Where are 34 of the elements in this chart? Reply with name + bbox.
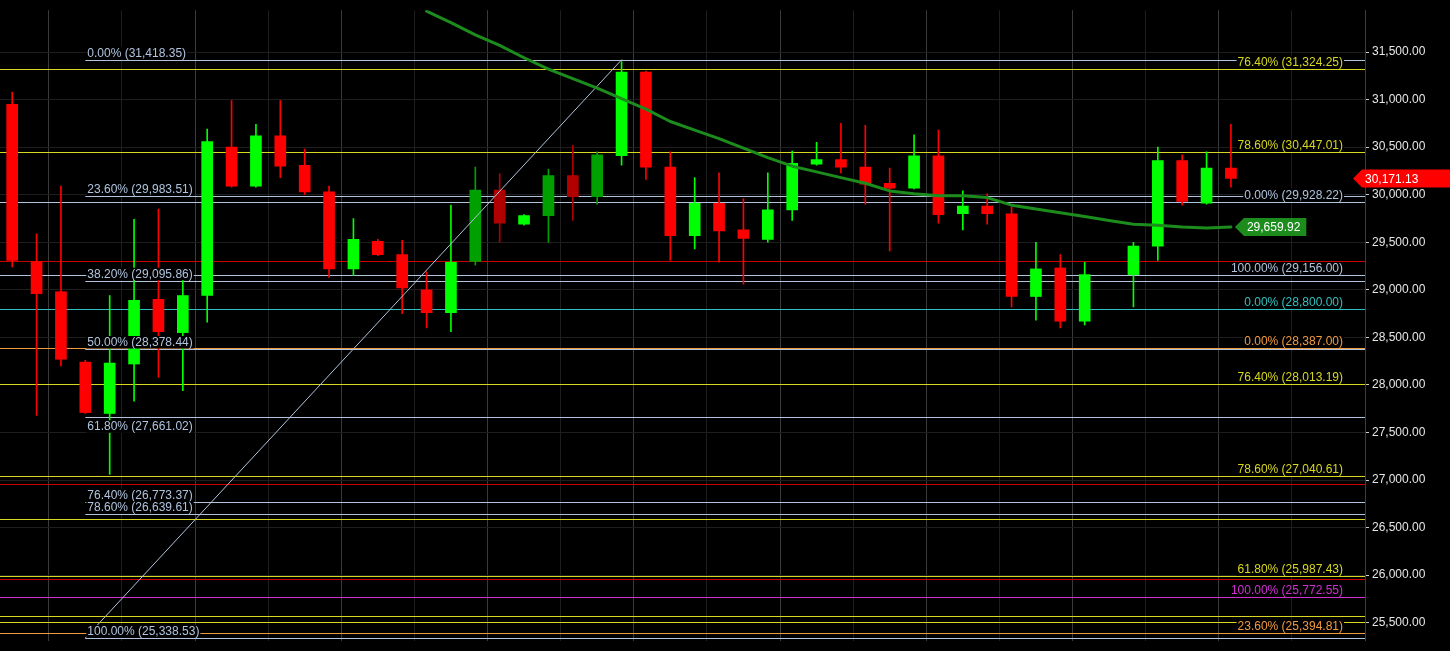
annotation: 100.00% (25,338.53) [87,624,200,639]
ref-line-label: 0.00% (28,387.00) [1244,334,1343,349]
y-tick-label: 28,000.00 [1372,377,1426,392]
ref-line-label: 76.40% (31,324.25) [1237,54,1343,69]
y-tick-label: 27,000.00 [1372,472,1426,487]
y-tick-label: 31,500.00 [1372,44,1426,59]
annotation: 50.00% (28,378.44) [87,334,193,349]
ref-line-label: 78.60% (30,447.01) [1237,138,1343,153]
annotation: 61.80% (27,661.02) [87,419,193,434]
ref-line-label: 23.60% (25,394.81) [1237,618,1343,633]
y-tick-label: 26,500.00 [1372,519,1426,534]
annotation: 38.20% (29,095.86) [87,266,193,281]
y-tick-label: 28,500.00 [1372,329,1426,344]
ref-line-label: 61.80% (25,987.43) [1237,562,1343,577]
ref-line-label: 76.40% (28,013.19) [1237,369,1343,384]
y-tick-label: 29,500.00 [1372,234,1426,249]
y-tick-label: 26,000.00 [1372,567,1426,582]
y-tick-label: 25,500.00 [1372,615,1426,630]
annotation: 78.60% (26,639.61) [87,500,193,515]
y-tick-label: 30,000.00 [1372,187,1426,202]
annotation: 23.60% (29,983.51) [87,182,193,197]
y-tick-label: 30,500.00 [1372,139,1426,154]
annotation: 76.40% (26,773.37) [87,487,193,502]
ref-line-label: 100.00% (25,772.55) [1230,582,1343,597]
annotation: 0.00% (31,418.35) [87,45,187,60]
text: 30,171.13 [1365,171,1419,186]
data-label: 29,659.92 [1246,220,1301,235]
y-tick-label: 31,000.00 [1372,91,1426,106]
y-tick-label: 27,500.00 [1372,424,1426,439]
ref-line-label: 0.00% (28,800.00) [1244,294,1343,309]
ref-line-label: 0.00% (29,928.22) [1244,187,1343,202]
ref-line-label: 100.00% (29,156.00) [1230,260,1343,275]
ref-line-label: 78.60% (27,040.61) [1237,462,1343,477]
y-tick-label: 29,000.00 [1372,282,1426,297]
